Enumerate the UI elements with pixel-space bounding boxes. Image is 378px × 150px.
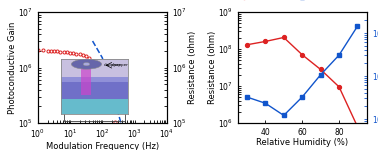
Y-axis label: Photoconductive Gain: Photoconductive Gain	[8, 21, 17, 114]
Legend: Resistance (ohm), Sensitivity (R$_{air}$/R$_{RH}$): Resistance (ohm), Sensitivity (R$_{air}$…	[238, 0, 366, 4]
Resistance (ohm)	[282, 37, 286, 38]
Sensitivity (R$_{air}$/R$_{RH}$)	[300, 96, 304, 98]
Sensitivity (R$_{air}$/R$_{RH}$)	[337, 54, 341, 56]
Sensitivity (R$_{air}$/R$_{RH}$)	[355, 25, 360, 27]
Resistance (ohm)	[263, 40, 268, 42]
Y-axis label: Resistance (ohm): Resistance (ohm)	[208, 31, 217, 104]
Sensitivity (R$_{air}$/R$_{RH}$)	[245, 96, 249, 98]
Resistance (ohm)	[337, 86, 341, 88]
Sensitivity (R$_{air}$/R$_{RH}$)	[263, 102, 268, 104]
Y-axis label: Resistance (ohm): Resistance (ohm)	[188, 31, 197, 104]
Line: Sensitivity (R$_{air}$/R$_{RH}$): Sensitivity (R$_{air}$/R$_{RH}$)	[245, 24, 359, 117]
Resistance (ohm)	[355, 126, 360, 127]
Resistance (ohm)	[318, 69, 323, 70]
Resistance (ohm)	[300, 54, 304, 56]
Resistance (ohm)	[245, 44, 249, 46]
Text: -20dB/decade: -20dB/decade	[0, 149, 1, 150]
X-axis label: Modulation Frequency (Hz): Modulation Frequency (Hz)	[46, 142, 159, 150]
X-axis label: Relative Humidity (%): Relative Humidity (%)	[256, 138, 348, 147]
Sensitivity (R$_{air}$/R$_{RH}$)	[282, 114, 286, 116]
Line: Resistance (ohm): Resistance (ohm)	[245, 36, 359, 129]
Sensitivity (R$_{air}$/R$_{RH}$)	[318, 74, 323, 76]
